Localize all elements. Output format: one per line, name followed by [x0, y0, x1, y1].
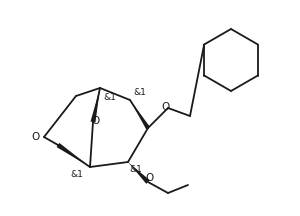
Text: O: O — [32, 132, 40, 142]
Polygon shape — [128, 162, 150, 184]
Polygon shape — [91, 88, 100, 122]
Text: &1: &1 — [129, 165, 142, 174]
Text: O: O — [145, 173, 153, 183]
Text: &1: &1 — [70, 170, 83, 179]
Text: O: O — [161, 102, 169, 112]
Polygon shape — [57, 143, 90, 167]
Text: O: O — [92, 116, 100, 126]
Text: &1: &1 — [103, 93, 116, 102]
Polygon shape — [130, 100, 150, 129]
Text: &1: &1 — [133, 88, 146, 97]
